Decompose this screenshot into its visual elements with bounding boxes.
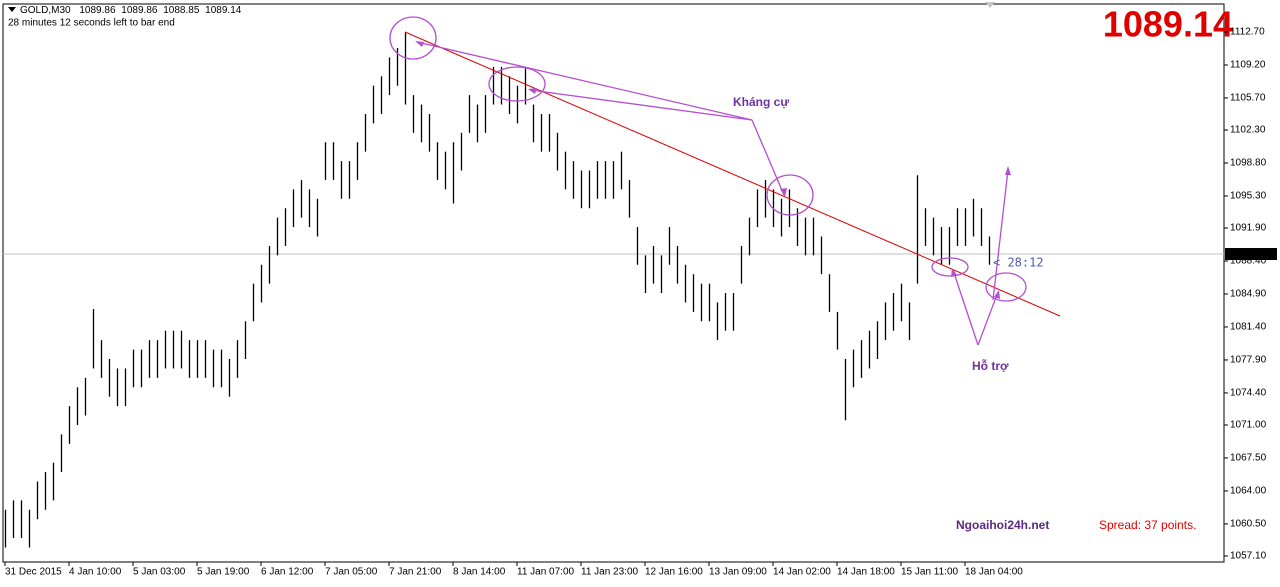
arrow-head	[415, 41, 424, 47]
circle	[389, 16, 437, 60]
countdown: 28 minutes 12 seconds left to bar end	[8, 18, 175, 29]
x-tick-label: 12 Jan 16:00	[645, 567, 703, 578]
y-tick-label: 1105.70	[1230, 93, 1266, 104]
y-tick-label: 1112.70	[1230, 27, 1265, 38]
bar-timer: < 28:12	[993, 256, 1044, 270]
arrow	[529, 89, 753, 121]
x-tick-label: 7 Jan 05:00	[325, 567, 378, 578]
y-tick-label: 1067.50	[1230, 453, 1267, 464]
close: 1089.14	[205, 5, 242, 16]
annotation-shapes	[389, 16, 1027, 346]
spread: Spread: 37 points.	[1099, 518, 1196, 532]
y-tick-label: 1060.50	[1230, 519, 1267, 530]
y-tick-label: 1109.20	[1230, 60, 1266, 71]
scroll-marker	[985, 2, 995, 8]
x-tick-label: 14 Jan 18:00	[837, 567, 895, 578]
y-tick-label: 1081.40	[1230, 322, 1267, 333]
x-tick-label: 15 Jan 11:00	[901, 567, 959, 578]
arrow	[952, 269, 979, 346]
support-label: Hỗ trợ	[972, 358, 1009, 373]
symbol: GOLD,M30	[20, 5, 71, 16]
watermark: Ngoaihoi24h.net	[956, 518, 1049, 532]
arrow	[992, 169, 1009, 301]
x-tick-label: 5 Jan 03:00	[133, 567, 186, 578]
x-tick-label: 13 Jan 09:00	[709, 567, 767, 578]
y-tick-label: 1084.90	[1230, 289, 1267, 300]
arrow	[416, 41, 753, 121]
plot-frame	[2, 3, 1225, 563]
y-tick-label: 1098.80	[1230, 158, 1267, 169]
price-tag-label: 1089.14	[1228, 249, 1265, 260]
y-tick-label: 1088.40	[1230, 256, 1267, 267]
arrow-heads	[415, 41, 1011, 299]
x-tick-label: 4 Jan 10:00	[69, 567, 122, 578]
arrow-head	[994, 290, 1000, 299]
arrow-head	[951, 268, 957, 277]
x-tick-label: 7 Jan 21:00	[389, 567, 442, 578]
x-tick-label: 8 Jan 14:00	[453, 567, 506, 578]
high: 1089.86	[121, 5, 158, 16]
circle	[931, 257, 969, 277]
circle	[488, 66, 546, 102]
arrow	[751, 119, 785, 196]
y-tick-label: 1095.30	[1230, 191, 1267, 202]
open: 1089.86	[79, 5, 116, 16]
x-tick-label: 14 Jan 02:00	[773, 567, 831, 578]
symbol-header: GOLD,M30 1089.86 1089.86 1088.85 1089.14	[20, 5, 242, 16]
price-tag	[1225, 248, 1277, 261]
y-tick-label: 1071.00	[1230, 420, 1267, 431]
low: 1088.85	[163, 5, 200, 16]
circle	[766, 174, 814, 216]
x-tick-label: 11 Jan 23:00	[581, 567, 639, 578]
x-tick-label: 6 Jan 12:00	[261, 567, 314, 578]
resistance-label: Kháng cự	[733, 95, 789, 109]
arrow-head	[780, 188, 787, 197]
circle	[985, 272, 1027, 302]
x-tick-label: 5 Jan 19:00	[197, 567, 250, 578]
y-tick-label: 1074.40	[1230, 388, 1267, 399]
menu-arrow[interactable]	[8, 7, 16, 12]
x-tick-label: 31 Dec 2015	[5, 567, 62, 578]
x-tick-label: 18 Jan 04:00	[965, 567, 1023, 578]
y-tick-label: 1064.00	[1230, 486, 1267, 497]
arrow-head	[528, 88, 537, 94]
y-tick-label: 1057.10	[1230, 551, 1267, 562]
x-tick-label: 11 Jan 07:00	[517, 567, 575, 578]
trend-line	[404, 31, 1061, 317]
y-tick-label: 1102.30	[1230, 125, 1266, 136]
arrow-head	[1005, 166, 1011, 175]
arrow	[977, 291, 999, 346]
big-price: 1089.14	[1103, 4, 1233, 45]
y-tick-label: 1077.90	[1230, 355, 1267, 366]
y-tick-label: 1091.90	[1230, 223, 1267, 234]
